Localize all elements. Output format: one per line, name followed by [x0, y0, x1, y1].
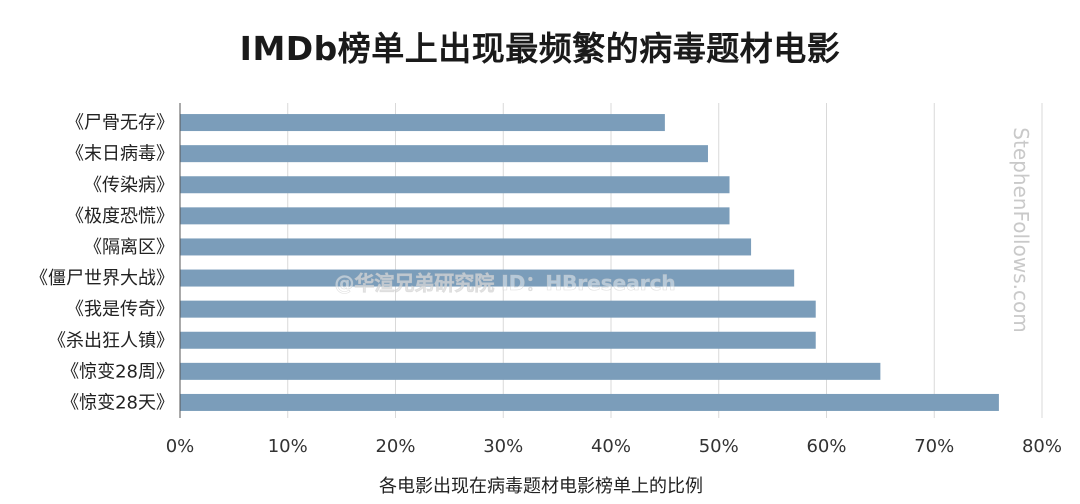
bars	[180, 114, 999, 411]
bar	[180, 269, 795, 287]
watermark-vertical: StephenFollows.com	[1009, 127, 1033, 332]
x-tick-label: 0%	[166, 436, 195, 457]
x-tick-label: 20%	[375, 436, 415, 457]
x-tick-label: 10%	[268, 436, 308, 457]
bar	[180, 300, 816, 318]
category-label: 《杀出狂人镇》	[48, 330, 174, 351]
category-labels: 《尸骨无存》《末日病毒》《传染病》《极度恐慌》《隔离区》《僵尸世界大战》《我是传…	[30, 113, 174, 414]
bar	[180, 145, 708, 163]
chart-title: IMDb榜单上出现最频繁的病毒题材电影	[239, 29, 841, 68]
x-tick-label: 40%	[591, 436, 631, 457]
bar	[180, 238, 752, 256]
bar	[180, 393, 999, 411]
category-label: 《我是传奇》	[66, 299, 174, 320]
category-label: 《尸骨无存》	[66, 113, 174, 134]
x-axis-label: 各电影出现在病毒题材电影榜单上的比例	[379, 476, 703, 497]
x-tick-labels: 0% 10% 20% 30% 40% 50% 60% 70% 80%	[166, 436, 1062, 457]
category-label: 《传染病》	[84, 175, 174, 196]
x-tick-label: 80%	[1022, 436, 1062, 457]
bar	[180, 207, 730, 225]
x-tick-label: 30%	[483, 436, 523, 457]
x-tick-label: 60%	[806, 436, 846, 457]
bar	[180, 362, 881, 380]
x-tick-label: 50%	[699, 436, 739, 457]
x-tick-label: 70%	[914, 436, 954, 457]
category-label: 《隔离区》	[84, 237, 174, 258]
bar	[180, 114, 665, 132]
category-label: 《僵尸世界大战》	[30, 268, 174, 289]
category-label: 《惊变28天》	[61, 392, 174, 413]
category-label: 《极度恐慌》	[66, 206, 174, 227]
category-label: 《惊变28周》	[61, 361, 174, 382]
bar	[180, 176, 730, 194]
bar	[180, 331, 816, 349]
watermark-horizontal: @华渲兄弟研究院 ID：HBresearch	[334, 271, 675, 295]
category-label: 《末日病毒》	[66, 144, 174, 165]
